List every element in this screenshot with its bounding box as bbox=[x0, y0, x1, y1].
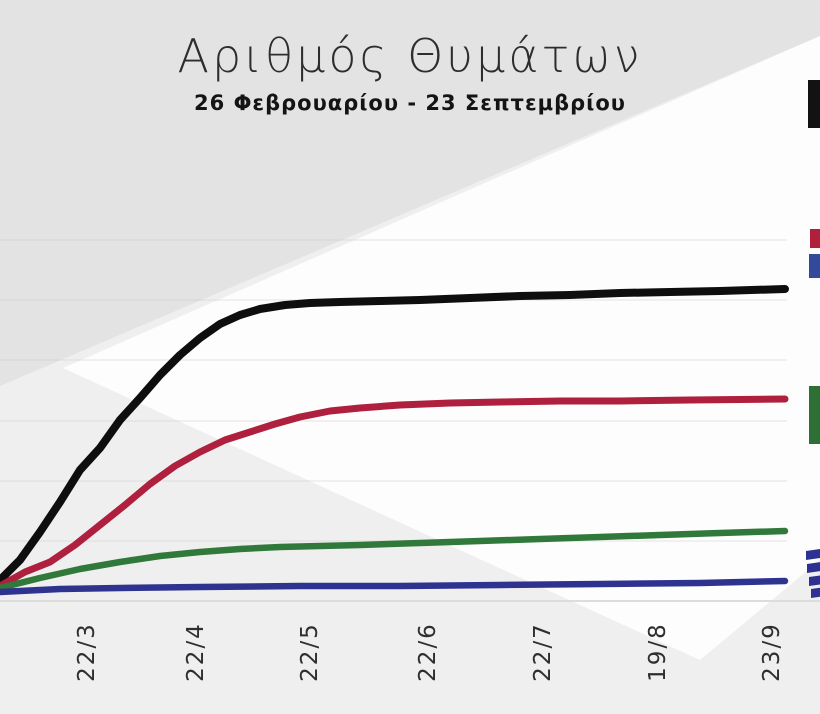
x-tick-label-19-8: 19/8 bbox=[645, 622, 671, 682]
x-tick-label-23-9: 23/9 bbox=[759, 622, 785, 682]
legend-navy-dashes-swatch bbox=[807, 562, 820, 573]
legend-blue-swatch bbox=[809, 254, 820, 278]
legend-red-swatch bbox=[810, 229, 820, 248]
background-white-band bbox=[63, 36, 820, 660]
legend-green-swatch bbox=[809, 386, 820, 444]
series-line-crimson bbox=[0, 395, 789, 590]
x-tick-label-22-4: 22/4 bbox=[183, 622, 209, 682]
x-tick-label-22-7: 22/7 bbox=[530, 622, 556, 682]
x-tick-label-22-3: 22/3 bbox=[74, 622, 100, 682]
series-line-black bbox=[0, 285, 789, 584]
series-line-navy bbox=[0, 577, 789, 596]
legend-black-swatch bbox=[808, 80, 820, 128]
x-tick-label-22-5: 22/5 bbox=[297, 622, 323, 682]
legend-navy-dashes-swatch bbox=[809, 575, 820, 586]
x-tick-label-22-6: 22/6 bbox=[415, 622, 441, 682]
background-top-band bbox=[0, 0, 820, 386]
legend-navy-dashes-swatch bbox=[811, 587, 820, 598]
series-line-green bbox=[0, 527, 789, 592]
